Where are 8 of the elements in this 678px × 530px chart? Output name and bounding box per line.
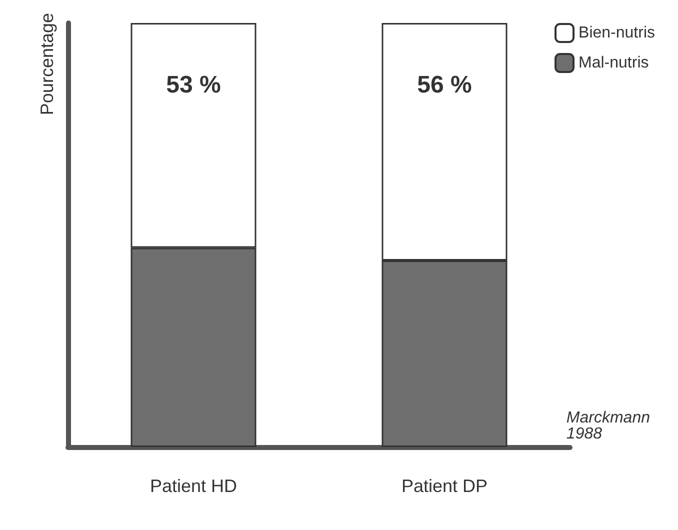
x-tick-label: Patient HD (150, 476, 238, 496)
y-axis-title: Pourcentage (37, 13, 57, 116)
annotation: Marckmann 1988 (566, 410, 650, 442)
legend-label: Mal-nutris (578, 54, 649, 72)
x-tick-label: Patient DP (401, 476, 488, 496)
data-label: 53 % (166, 72, 221, 98)
data-label: 56 % (417, 72, 472, 98)
legend-label: Bien-nutris (578, 24, 656, 42)
